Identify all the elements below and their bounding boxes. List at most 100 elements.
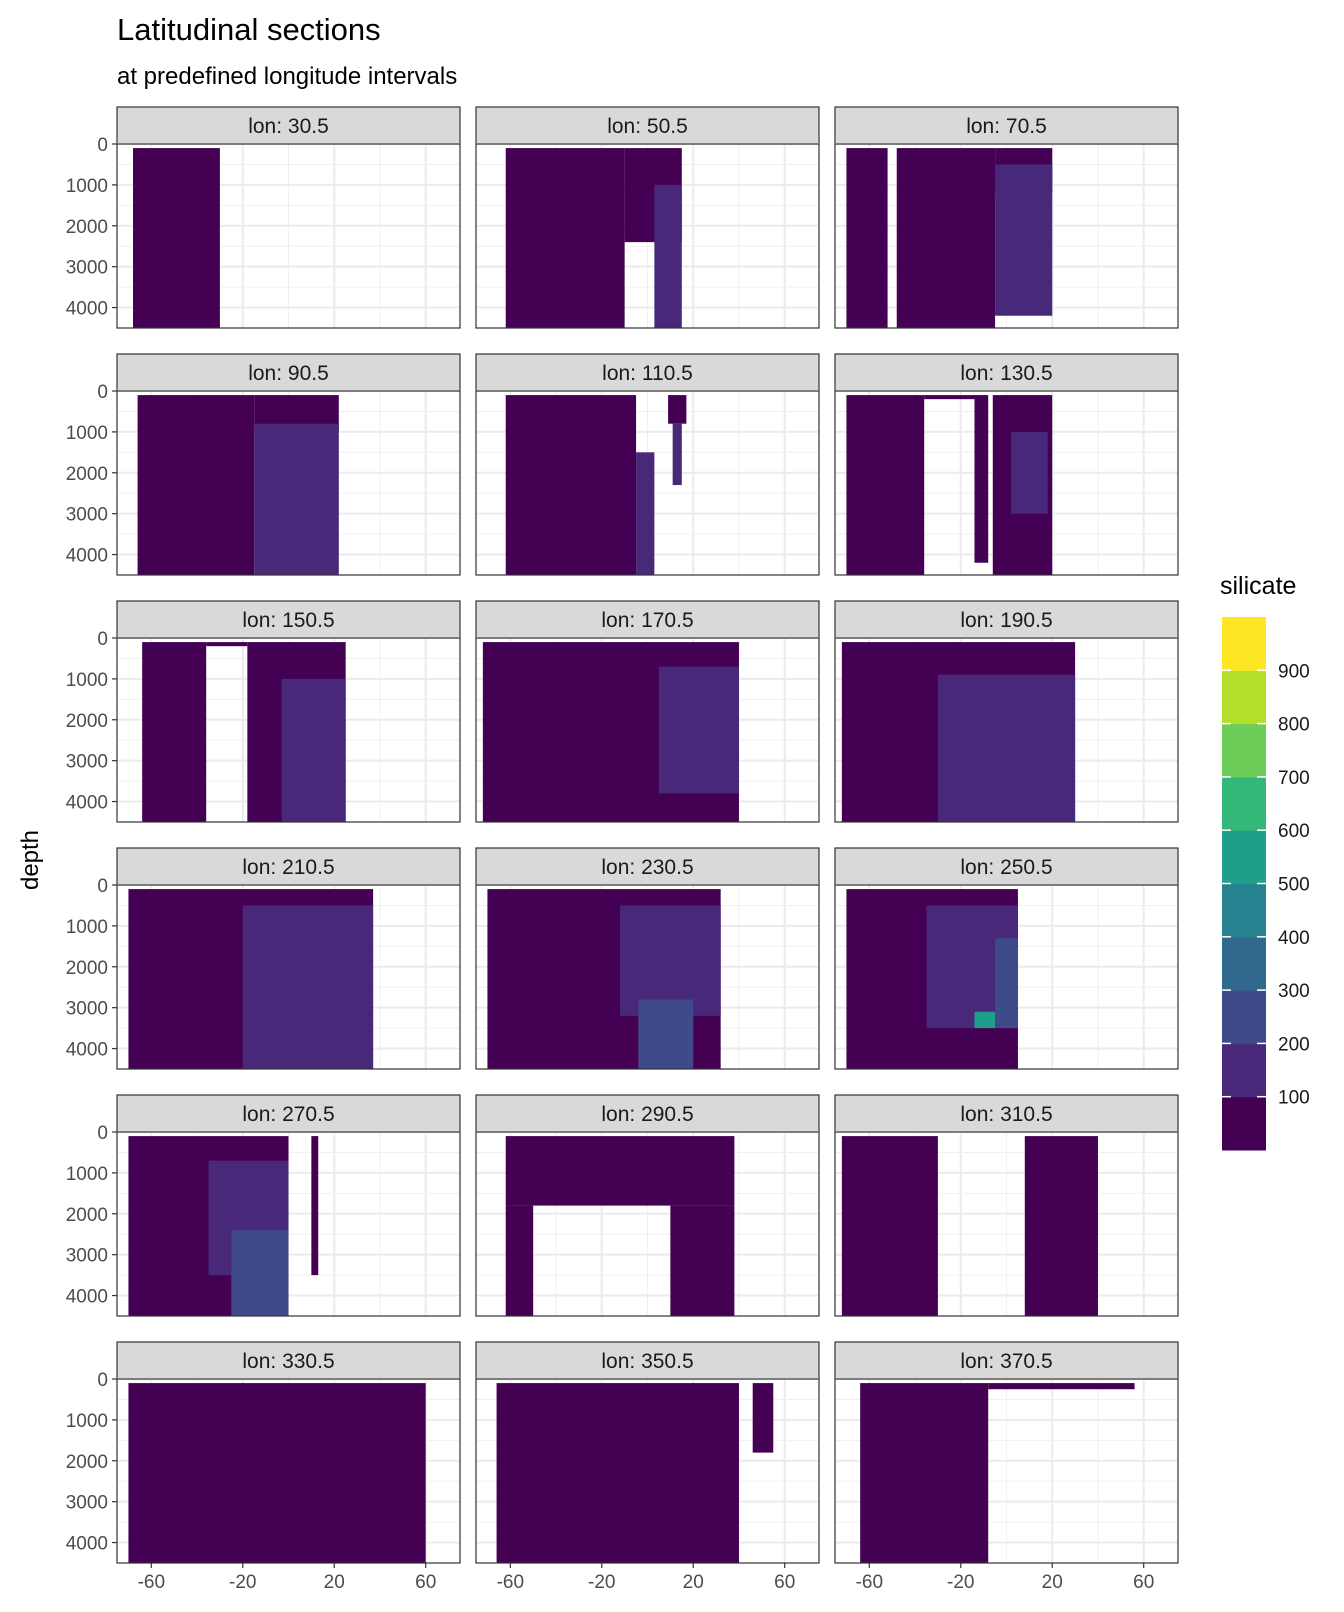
silicate-cell <box>133 148 220 328</box>
silicate-cell <box>620 905 721 1016</box>
legend-swatch <box>1222 936 1266 991</box>
facet-strip <box>475 1094 820 1133</box>
chart-subtitle: at predefined longitude intervals <box>117 63 457 90</box>
facet-border <box>475 1131 820 1317</box>
legend-swatch <box>1222 1043 1266 1098</box>
y-tick-label: 0 <box>97 876 108 897</box>
y-tick-label: 2000 <box>66 958 108 979</box>
silicate-cell <box>505 148 625 328</box>
facet-border <box>116 637 461 823</box>
facet-strip <box>834 1094 1179 1133</box>
facet-panel: lon: 70.5 <box>834 106 1179 329</box>
y-tick-label: 2000 <box>66 1205 108 1226</box>
silicate-cell <box>128 1383 426 1563</box>
facet-strip-label: lon: 90.5 <box>248 362 329 385</box>
facet-strip-label: lon: 210.5 <box>242 856 334 879</box>
y-tick-label: 3000 <box>66 505 108 526</box>
silicate-cell <box>937 674 1076 822</box>
silicate-cell <box>505 1136 735 1206</box>
legend-title: silicate <box>1220 572 1296 600</box>
facet-border <box>116 143 461 329</box>
facet-border <box>475 1378 820 1564</box>
y-axis-title: depth <box>17 830 44 890</box>
facet-strip <box>834 600 1179 639</box>
legend-label: 400 <box>1278 928 1310 949</box>
x-tick-label: 60 <box>774 1572 795 1593</box>
facet-strip <box>116 1094 461 1133</box>
x-tick-label: -60 <box>497 1572 524 1593</box>
silicate-cell <box>654 184 682 328</box>
facet-strip <box>834 353 1179 392</box>
facet-strip <box>475 600 820 639</box>
facet-border <box>834 390 1179 576</box>
y-tick-label: 0 <box>97 629 108 650</box>
y-tick-label: 1000 <box>66 423 108 444</box>
facet-strip-label: lon: 290.5 <box>601 1103 693 1126</box>
facet-strip <box>116 847 461 886</box>
legend-label: 700 <box>1278 768 1310 789</box>
silicate-cell <box>658 666 739 794</box>
silicate-cell <box>846 148 888 328</box>
silicate-cell <box>505 395 637 575</box>
facet-border <box>116 1131 461 1317</box>
silicate-cell <box>860 1383 989 1563</box>
legend-label: 500 <box>1278 875 1310 896</box>
facet-border <box>834 1378 1179 1564</box>
x-tick-label: 60 <box>1133 1572 1154 1593</box>
legend-label: 100 <box>1278 1088 1310 1109</box>
silicate-cell <box>995 938 1018 1029</box>
y-tick-label: 3000 <box>66 999 108 1020</box>
legend-swatch <box>1222 776 1266 831</box>
x-tick-label: -60 <box>138 1572 165 1593</box>
x-tick-label: 20 <box>324 1572 345 1593</box>
facet-panel: lon: 50.5 <box>475 106 820 329</box>
facet-panel: lon: 130.5 <box>834 353 1179 576</box>
y-tick-label: 0 <box>97 1123 108 1144</box>
y-tick-label: 0 <box>97 1370 108 1391</box>
legend-label: 200 <box>1278 1034 1310 1055</box>
facet-panel: lon: 190.5 <box>834 600 1179 823</box>
legend-swatch <box>1222 883 1266 938</box>
silicate-cell <box>988 1383 1135 1390</box>
chart-title: Latitudinal sections <box>117 12 381 47</box>
facet-strip <box>116 353 461 392</box>
facet-strip-label: lon: 250.5 <box>960 856 1052 879</box>
facet-panel: lon: 310.5 <box>834 1094 1179 1317</box>
silicate-cell <box>638 999 694 1069</box>
silicate-cell <box>974 395 989 563</box>
facet-strip-label: lon: 30.5 <box>248 115 329 138</box>
silicate-cell <box>668 395 687 424</box>
facet-strip <box>475 847 820 886</box>
y-tick-label: 1000 <box>66 670 108 691</box>
y-tick-label: 0 <box>97 135 108 156</box>
facet-border <box>834 884 1179 1070</box>
y-tick-label: 1000 <box>66 917 108 938</box>
facet-strip-label: lon: 230.5 <box>601 856 693 879</box>
y-tick-label: 3000 <box>66 752 108 773</box>
legend-swatch <box>1222 617 1266 671</box>
y-tick-label: 2000 <box>66 217 108 238</box>
silicate-cell <box>896 148 996 328</box>
y-tick-label: 4000 <box>66 793 108 814</box>
y-tick-label: 0 <box>97 382 108 403</box>
silicate-cell <box>137 395 255 575</box>
legend-swatch <box>1222 1096 1266 1151</box>
silicate-cell <box>505 1205 534 1316</box>
silicate-cell <box>254 423 339 575</box>
facet-strip-label: lon: 330.5 <box>242 1350 334 1373</box>
facet-border <box>475 390 820 576</box>
facet-border <box>116 1378 461 1564</box>
legend-swatch <box>1222 830 1266 884</box>
facet-strip-label: lon: 190.5 <box>960 609 1052 632</box>
facet-panel: lon: 210.5 0 1000 2000 3000 4000 <box>66 847 461 1070</box>
facet-panel: lon: 90.5 0 1000 2000 3000 4000 <box>66 353 461 576</box>
y-tick-label: 4000 <box>66 1040 108 1061</box>
facet-strip-label: lon: 110.5 <box>602 362 693 385</box>
facet-panel: lon: 330.5 0 1000 2000 3000 4000 -60 -20 20 60 <box>66 1341 461 1593</box>
facet-panel: lon: 230.5 <box>475 847 820 1070</box>
silicate-cell <box>1011 431 1048 514</box>
x-tick-label: -20 <box>588 1572 615 1593</box>
y-tick-label: 4000 <box>66 299 108 320</box>
facet-strip <box>475 353 820 392</box>
